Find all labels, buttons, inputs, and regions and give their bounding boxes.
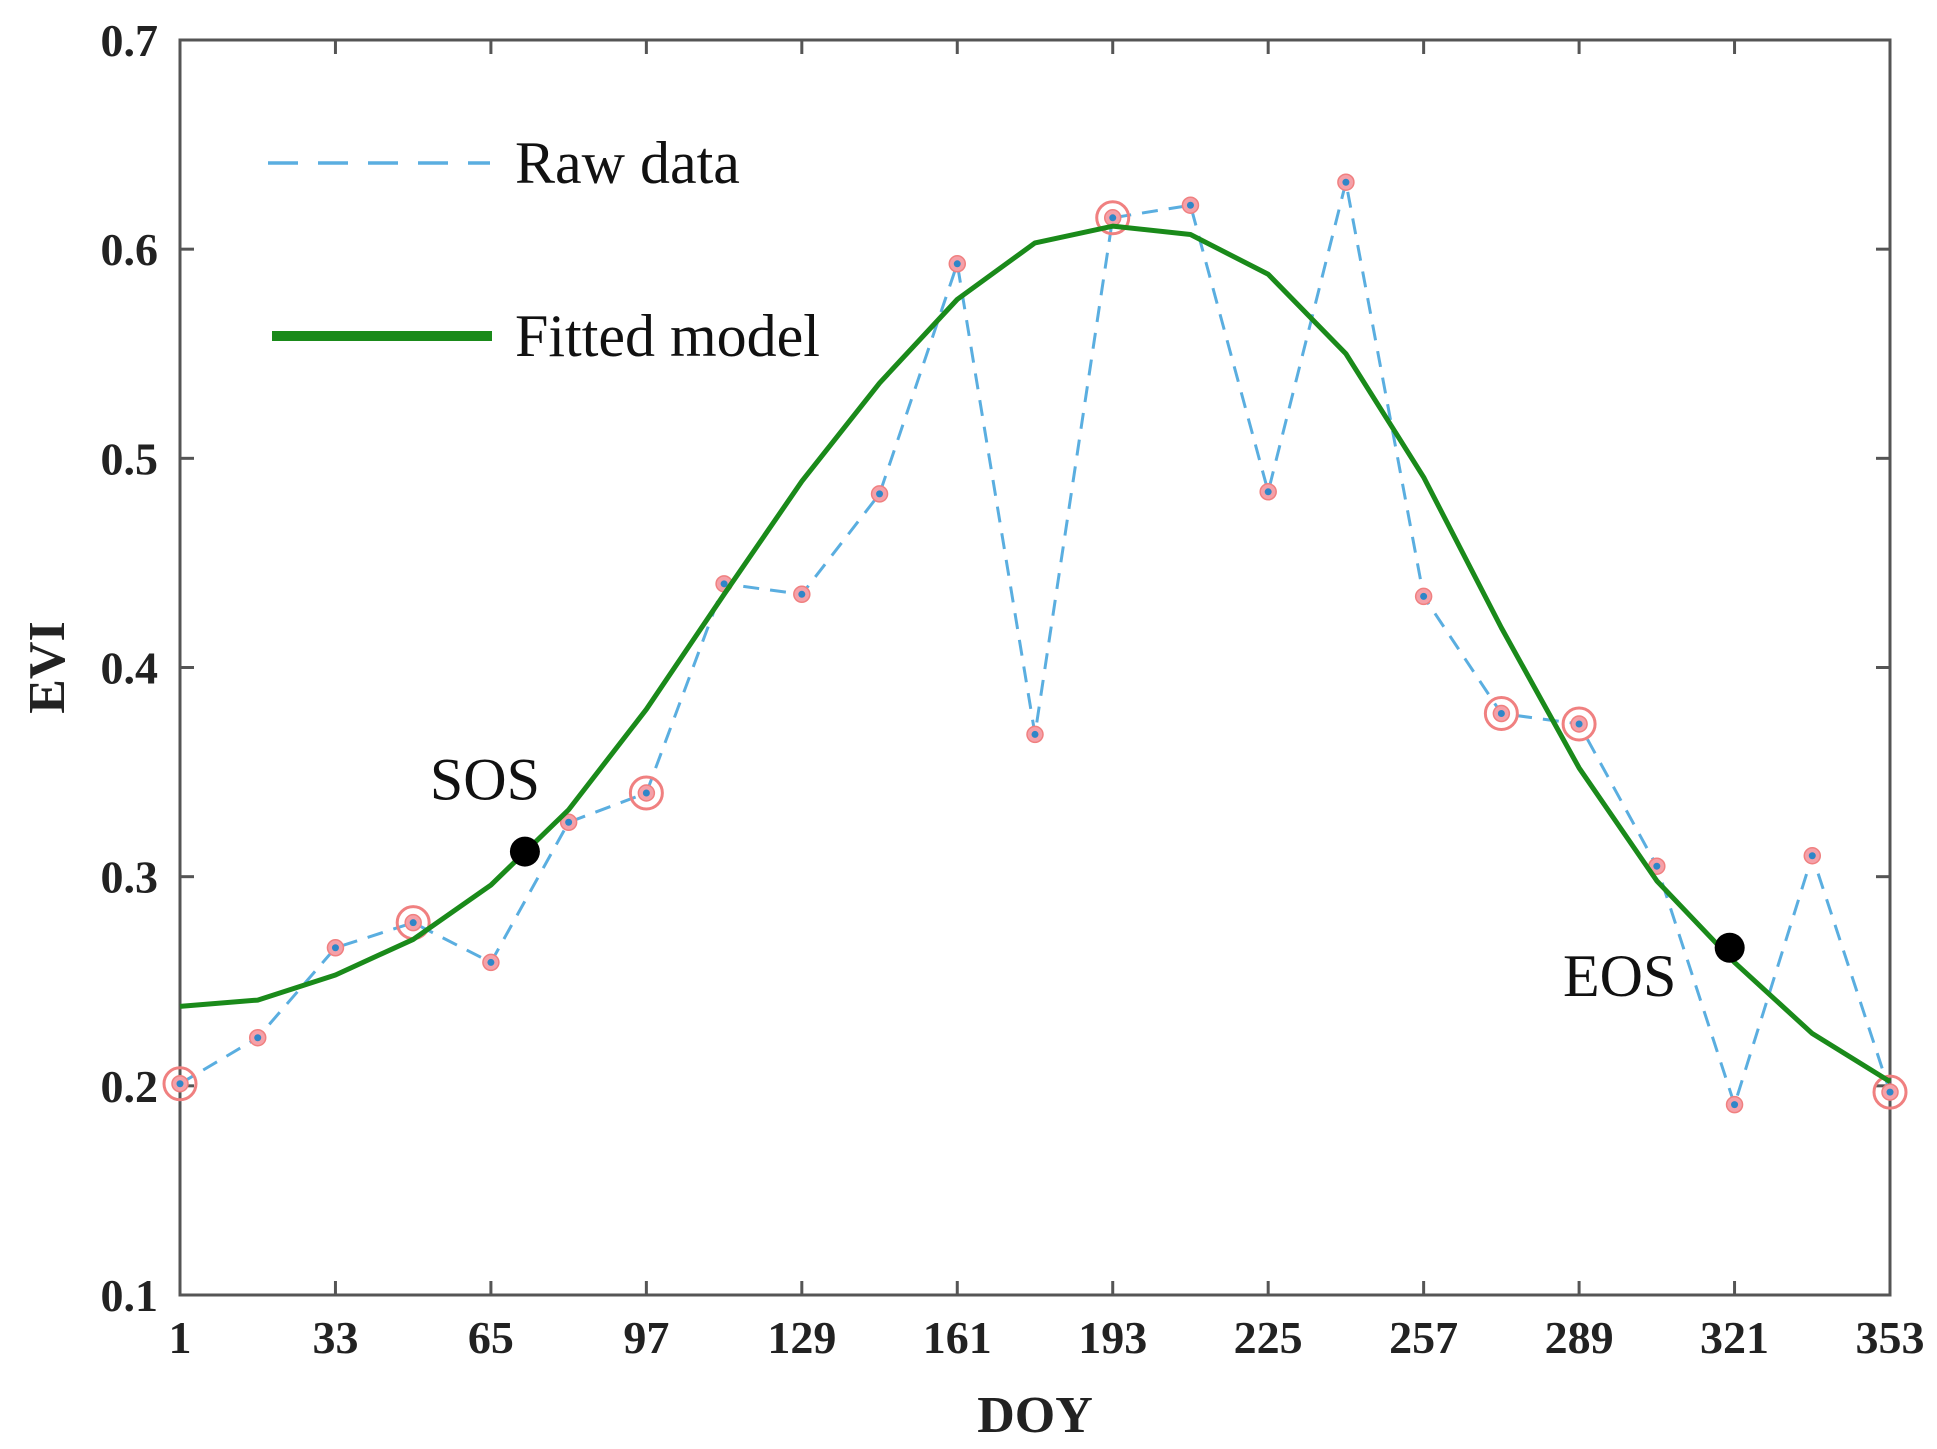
x-axis-ticks: 1 33 65 97 129 161 193 225 257 289 321 353 <box>169 40 1925 1363</box>
y-tick-label: 0.4 <box>101 643 159 694</box>
raw-data-point-center <box>487 958 495 966</box>
fitted-model-line <box>179 223 1892 1084</box>
raw-data-point-center <box>565 818 573 826</box>
eos-label: EOS <box>1563 943 1676 1009</box>
sos-label: SOS <box>430 747 540 813</box>
raw-data-point-center <box>409 919 417 927</box>
raw-data-point-center <box>798 590 806 598</box>
eos-marker <box>1714 932 1745 963</box>
x-tick-label: 1 <box>169 1312 192 1363</box>
y-tick-label: 0.2 <box>101 1061 159 1112</box>
y-tick-label: 0.3 <box>101 852 159 903</box>
legend-fitted-label: Fitted model <box>515 303 820 369</box>
annotations: SOS EOS <box>430 747 1745 1009</box>
y-axis-ticks: 0.1 0.2 0.3 0.4 0.5 0.6 0.7 <box>101 15 1890 1321</box>
raw-data-point-center <box>1342 178 1350 186</box>
raw-data-point-center <box>1731 1101 1739 1109</box>
raw-data-point-center <box>331 944 339 952</box>
x-tick-label: 289 <box>1545 1312 1614 1363</box>
y-axis-title: EVI <box>19 621 76 713</box>
x-tick-label: 65 <box>468 1312 514 1363</box>
plot-border <box>178 38 1892 1297</box>
x-tick-label: 193 <box>1078 1312 1147 1363</box>
raw-data-point-center <box>876 490 884 498</box>
x-tick-label: 129 <box>767 1312 836 1363</box>
raw-data-point-center <box>1808 852 1816 860</box>
x-tick-label: 321 <box>1700 1312 1769 1363</box>
circled-point <box>162 1066 198 1102</box>
x-tick-label: 97 <box>623 1312 669 1363</box>
circled-point <box>1872 1074 1908 1110</box>
raw-data-point-center <box>1109 214 1117 222</box>
legend-raw-label: Raw data <box>515 130 740 196</box>
raw-data-point-center <box>176 1080 184 1088</box>
plot-frame <box>178 38 1892 1297</box>
raw-data-point-center <box>1264 488 1272 496</box>
raw-data-point-center <box>642 789 650 797</box>
raw-data-point-center <box>1497 710 1505 718</box>
y-tick-label: 0.5 <box>101 433 159 484</box>
raw-data-point-center <box>1031 730 1039 738</box>
sos-marker <box>509 836 540 867</box>
raw-data-point-center <box>720 580 728 588</box>
raw-data-point-center <box>953 260 961 268</box>
y-tick-label: 0.6 <box>101 224 159 275</box>
circled-point <box>1095 200 1131 236</box>
x-tick-label: 33 <box>312 1312 358 1363</box>
raw-data-point-center <box>1653 862 1661 870</box>
x-tick-label: 225 <box>1234 1312 1303 1363</box>
x-tick-label: 161 <box>923 1312 992 1363</box>
legend: Raw data Fitted model <box>268 130 820 369</box>
circled-point <box>1483 696 1519 732</box>
raw-data-series <box>162 173 1908 1114</box>
y-tick-label: 0.1 <box>101 1270 159 1321</box>
x-axis-title: DOY <box>977 1387 1093 1444</box>
x-tick-label: 353 <box>1856 1312 1925 1363</box>
raw-data-point-center <box>1420 592 1428 600</box>
raw-data-point-center <box>254 1034 262 1042</box>
raw-data-point-center <box>1575 720 1583 728</box>
x-tick-label: 257 <box>1389 1312 1458 1363</box>
circled-point <box>628 775 664 811</box>
raw-data-point-center <box>1186 201 1194 209</box>
fitted-model-series <box>179 223 1892 1084</box>
raw-data-point-center <box>1886 1088 1894 1096</box>
circled-point <box>1561 706 1597 742</box>
y-tick-label: 0.7 <box>101 15 159 66</box>
